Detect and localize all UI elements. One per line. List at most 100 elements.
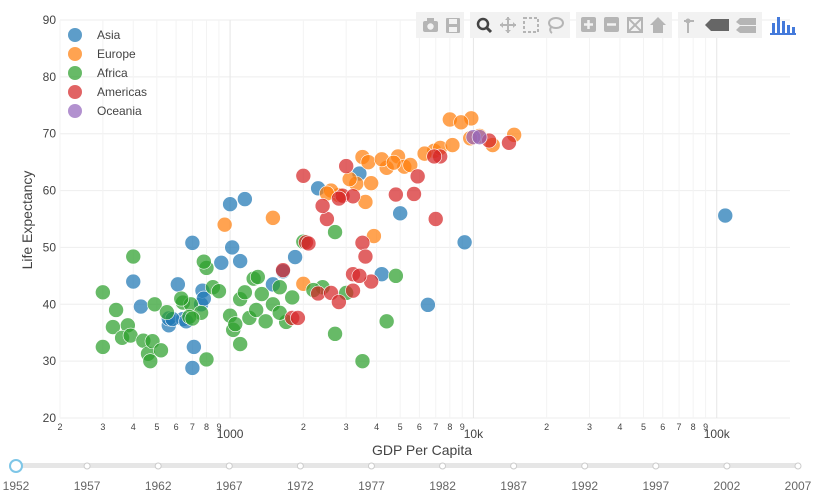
slider-year-label[interactable]: 1962 [145, 479, 172, 493]
series-asia[interactable] [125, 165, 734, 376]
slider-year-label[interactable]: 1952 [3, 479, 30, 493]
legend-item-oceania[interactable]: Oceania [68, 104, 142, 118]
data-point[interactable] [341, 171, 358, 187]
data-points[interactable] [95, 110, 734, 376]
data-point[interactable] [265, 210, 281, 226]
data-point[interactable] [125, 273, 142, 290]
data-point[interactable] [253, 286, 270, 302]
data-point[interactable] [142, 353, 159, 369]
slider-year-label[interactable]: 1997 [642, 479, 669, 493]
data-point[interactable] [275, 262, 291, 278]
data-point[interactable] [378, 313, 395, 330]
data-point[interactable] [388, 186, 404, 203]
data-point[interactable] [388, 268, 404, 284]
data-point[interactable] [105, 319, 121, 335]
legend-item-asia[interactable]: Asia [68, 28, 121, 42]
data-point[interactable] [232, 336, 248, 352]
save-icon[interactable] [446, 18, 460, 33]
data-point[interactable] [345, 188, 361, 205]
data-point[interactable] [392, 205, 408, 222]
data-point[interactable] [420, 297, 436, 313]
slider-year-label[interactable]: 1992 [571, 479, 598, 493]
data-point[interactable] [314, 198, 331, 214]
camera-icon[interactable] [423, 18, 438, 32]
slider-year-label[interactable]: 1957 [74, 479, 101, 493]
data-point[interactable] [170, 276, 186, 293]
data-point[interactable] [406, 186, 422, 202]
data-point[interactable] [357, 248, 374, 265]
data-point[interactable] [354, 353, 371, 369]
data-point[interactable] [271, 279, 288, 296]
data-point[interactable] [327, 224, 343, 240]
data-point[interactable] [173, 290, 190, 307]
legend-item-africa[interactable]: Africa [68, 66, 128, 80]
slider-year-label[interactable]: 2002 [714, 479, 741, 493]
year-slider[interactable]: 1952 1957 1962 1967 1972 1977 1982 1987 1992 1997… [3, 459, 812, 493]
data-point[interactable] [186, 339, 202, 355]
data-point[interactable] [717, 207, 734, 224]
data-point[interactable] [345, 282, 361, 299]
data-point[interactable] [295, 167, 312, 184]
lasso-icon[interactable] [548, 17, 564, 34]
zoom-icon[interactable] [476, 17, 493, 34]
data-point[interactable] [319, 211, 335, 227]
legend-item-europe[interactable]: Europe [68, 47, 136, 61]
pan-icon[interactable] [500, 17, 516, 33]
data-point[interactable] [196, 253, 212, 270]
data-point[interactable] [211, 283, 227, 300]
data-point[interactable] [363, 175, 379, 191]
data-point[interactable] [287, 249, 303, 265]
data-point[interactable] [338, 158, 354, 174]
data-point[interactable] [216, 216, 233, 233]
data-point[interactable] [351, 268, 368, 284]
data-point[interactable] [248, 302, 264, 318]
data-point[interactable] [331, 190, 347, 207]
slider-year-label[interactable]: 2007 [785, 479, 812, 493]
data-point[interactable] [444, 137, 461, 153]
data-point[interactable] [426, 148, 443, 165]
data-point[interactable] [198, 351, 215, 368]
data-point[interactable] [237, 284, 253, 301]
data-point[interactable] [108, 302, 124, 318]
data-point[interactable] [133, 298, 149, 315]
data-point[interactable] [456, 234, 473, 251]
data-point[interactable] [184, 235, 201, 251]
data-point[interactable] [227, 316, 244, 332]
data-point[interactable] [95, 284, 111, 301]
data-point[interactable] [385, 154, 402, 171]
data-point[interactable] [159, 304, 175, 321]
slider-year-label[interactable]: 1987 [500, 479, 527, 493]
data-point[interactable] [237, 191, 253, 207]
data-point[interactable] [327, 326, 343, 342]
data-point[interactable] [153, 342, 169, 359]
plotly-logo-icon[interactable] [770, 17, 796, 35]
data-point[interactable] [360, 154, 377, 170]
slider-rail[interactable] [16, 463, 800, 468]
slider-labels[interactable]: 1952 1957 1962 1967 1972 1977 1982 1987 1992 1997… [3, 479, 812, 493]
hover-closest-icon[interactable] [705, 19, 729, 31]
data-point[interactable] [125, 248, 142, 265]
data-point[interactable] [284, 289, 300, 306]
series-africa[interactable] [95, 224, 404, 369]
data-point[interactable] [95, 339, 111, 355]
data-point[interactable] [300, 235, 317, 252]
slider-handle[interactable] [9, 459, 23, 473]
home-icon[interactable] [650, 17, 666, 33]
data-point[interactable] [409, 168, 426, 185]
mode-bar[interactable] [416, 12, 796, 38]
slider-year-label[interactable]: 1982 [429, 479, 456, 493]
hover-compare-icon[interactable] [736, 18, 756, 33]
data-point[interactable] [453, 114, 469, 131]
series-americas[interactable] [275, 132, 517, 326]
data-point[interactable] [427, 211, 444, 227]
data-point[interactable] [232, 253, 248, 269]
autoscale-icon[interactable] [627, 17, 643, 33]
zoom-out-icon[interactable] [604, 17, 619, 32]
slider-year-label[interactable]: 1972 [287, 479, 314, 493]
data-point[interactable] [290, 310, 306, 326]
data-point[interactable] [224, 239, 240, 256]
series-europe[interactable] [216, 110, 522, 292]
legend-item-americas[interactable]: Americas [68, 85, 147, 99]
data-point[interactable] [257, 313, 274, 330]
zoom-in-icon[interactable] [581, 17, 596, 32]
